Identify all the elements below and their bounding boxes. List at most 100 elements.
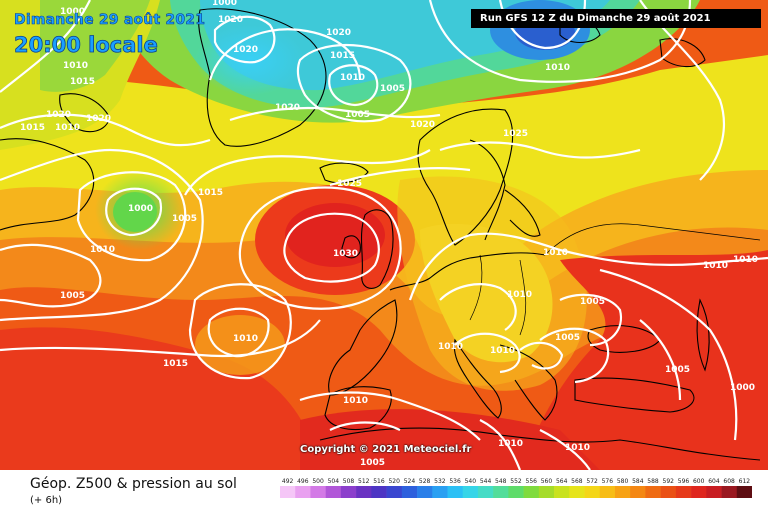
isobar-label: 1010: [498, 439, 523, 449]
legend-color-swatch: [538, 486, 555, 498]
isobar-label: 1010: [545, 63, 570, 73]
isobar-label: 1000: [128, 204, 153, 214]
forecast-date: Dimanche 29 août 2021: [14, 12, 206, 29]
legend-tick-label: 564: [556, 478, 568, 485]
legend-tick-label: 596: [678, 478, 690, 485]
legend-color-swatch: [721, 486, 738, 498]
geopotential-map: 1000 1020 1020 1015 1020 1010 1005 1010 …: [0, 0, 768, 470]
legend-tick-label: 524: [404, 478, 416, 485]
field-southwest-hot: [0, 327, 320, 470]
isobar-label: 1015: [198, 188, 223, 198]
legend-tick-label: 540: [465, 478, 477, 485]
legend-tick-label: 520: [388, 478, 400, 485]
legend-tick-label: 556: [526, 478, 538, 485]
isobar-label: 1010: [733, 255, 758, 265]
field-atlantic-low-core: [113, 192, 157, 232]
legend-tick-label: 496: [297, 478, 309, 485]
copyright-notice: Copyright © 2021 Meteociel.fr: [300, 444, 472, 455]
legend-tick-label: 504: [328, 478, 340, 485]
legend-color-swatch: [706, 486, 722, 498]
isobar-label: 1010: [490, 346, 515, 356]
field-yellow-band: [0, 55, 768, 300]
legend-color-swatch: [508, 486, 524, 498]
isobar-label: 1010: [565, 443, 590, 453]
isobar-label: 1010: [543, 248, 568, 258]
legend-tick-label: 580: [617, 478, 629, 485]
legend-color-swatch: [386, 486, 403, 498]
isobar-label: 1000: [212, 0, 237, 8]
color-scale-legend: 492 496 500 504 508 512 516 520 524 528 532 536 540 5…: [280, 478, 752, 498]
legend-color-swatch: [462, 486, 479, 498]
legend-tick-label: 592: [663, 478, 675, 485]
chart-title: Géop. Z500 & pression au sol: [30, 476, 237, 492]
legend-tick-label: 508: [343, 478, 355, 485]
isobar-label: 1010: [703, 261, 728, 271]
isobar-label: 1015: [20, 123, 45, 133]
legend-tick-label: 560: [541, 478, 553, 485]
legend-tick-label: 572: [586, 478, 598, 485]
isobar-label: 1005: [60, 291, 85, 301]
field-cold-core-west: [195, 25, 305, 95]
legend-tick-label: 552: [510, 478, 522, 485]
isobar-label: 1020: [86, 114, 111, 124]
legend-color-swatch: [417, 486, 433, 498]
legend-tick-label: 500: [312, 478, 324, 485]
field-europe-trough-outer: [397, 176, 587, 391]
isobar-label: 1015: [70, 77, 95, 87]
legend-tick-label: 612: [739, 478, 751, 485]
isobar-label: 1000: [730, 383, 755, 393]
field-iberia-warm: [195, 315, 285, 375]
legend-color-swatch: [569, 486, 585, 498]
isobar-label: 1005: [555, 333, 580, 343]
legend-tick-label: 584: [632, 478, 644, 485]
isobar-label: 1005: [360, 458, 385, 468]
isobar-label: 1005: [172, 214, 197, 224]
isobar-labels: 1000 1020 1020 1015 1020 1010 1005 1010 …: [20, 0, 758, 468]
isobar-label: 1010: [63, 61, 88, 71]
legend-color-swatch: [736, 486, 752, 498]
legend-color-swatch: [554, 486, 570, 498]
legend-color-swatch: [325, 486, 342, 498]
isobar-label: 1020: [275, 103, 300, 113]
isobar-label: 1020: [46, 110, 71, 120]
field-west-green: [40, 0, 150, 92]
legend-color-swatch: [447, 486, 464, 498]
legend-color-swatch: [614, 486, 631, 498]
legend-color-swatch: [432, 486, 448, 498]
legend-color-swatch: [310, 486, 326, 498]
isobar-label: 1025: [503, 129, 528, 139]
legend-tick-label: 528: [419, 478, 431, 485]
isobar-label: 1010: [90, 245, 115, 255]
legend-tick-label: 512: [358, 478, 370, 485]
isobar-label: 1020: [218, 15, 243, 25]
legend-tick-label: 536: [449, 478, 461, 485]
legend-tick-label: 516: [373, 478, 385, 485]
legend-color-swatch: [477, 486, 494, 498]
isobar-label: 1030: [333, 249, 358, 259]
legend-color-swatch: [630, 486, 646, 498]
legend-color-swatch: [523, 486, 540, 498]
legend-tick-label: 608: [723, 478, 735, 485]
legend-color-swatch: [493, 486, 509, 498]
legend-color-swatch: [660, 486, 677, 498]
isobar-label: 1015: [163, 359, 188, 369]
legend-tick-label: 568: [571, 478, 583, 485]
legend-color-swatch: [675, 486, 692, 498]
isobar-label: 1005: [580, 297, 605, 307]
legend-tick-label: 600: [693, 478, 705, 485]
legend-color-swatch: [599, 486, 616, 498]
legend-color-swatch: [356, 486, 372, 498]
legend-color-swatch: [584, 486, 601, 498]
forecast-step: (+ 6h): [30, 495, 63, 506]
isobar-label: 1010: [343, 396, 368, 406]
legend-tick-label: 588: [647, 478, 659, 485]
isobar-label: 1020: [233, 45, 258, 55]
legend-color-swatch: [401, 486, 418, 498]
legend-tick-label: 604: [708, 478, 720, 485]
isobar-label: 1025: [337, 179, 362, 189]
isobar-label: 1010: [507, 290, 532, 300]
isobar-label: 1010: [340, 73, 365, 83]
field-east-hot: [520, 250, 768, 470]
legend-color-swatch: [371, 486, 387, 498]
